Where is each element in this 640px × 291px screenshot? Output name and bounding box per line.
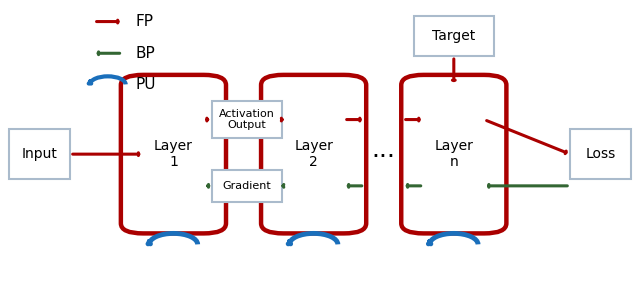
FancyBboxPatch shape (10, 129, 70, 179)
Text: Layer
1: Layer 1 (154, 139, 193, 169)
Text: FP: FP (135, 14, 153, 29)
FancyBboxPatch shape (414, 16, 493, 56)
Text: PU: PU (135, 77, 156, 93)
Text: Layer
2: Layer 2 (294, 139, 333, 169)
FancyBboxPatch shape (261, 75, 366, 233)
Text: ···: ··· (372, 145, 396, 169)
Text: Loss: Loss (585, 147, 616, 161)
FancyBboxPatch shape (401, 75, 506, 233)
Text: Layer
n: Layer n (435, 139, 473, 169)
Text: BP: BP (135, 46, 155, 61)
FancyBboxPatch shape (212, 170, 282, 202)
FancyBboxPatch shape (212, 101, 282, 138)
Text: Gradient: Gradient (222, 181, 271, 191)
Text: Activation
Output: Activation Output (219, 109, 275, 130)
FancyBboxPatch shape (570, 129, 630, 179)
Text: Input: Input (22, 147, 58, 161)
FancyBboxPatch shape (121, 75, 226, 233)
Text: Target: Target (432, 29, 476, 43)
